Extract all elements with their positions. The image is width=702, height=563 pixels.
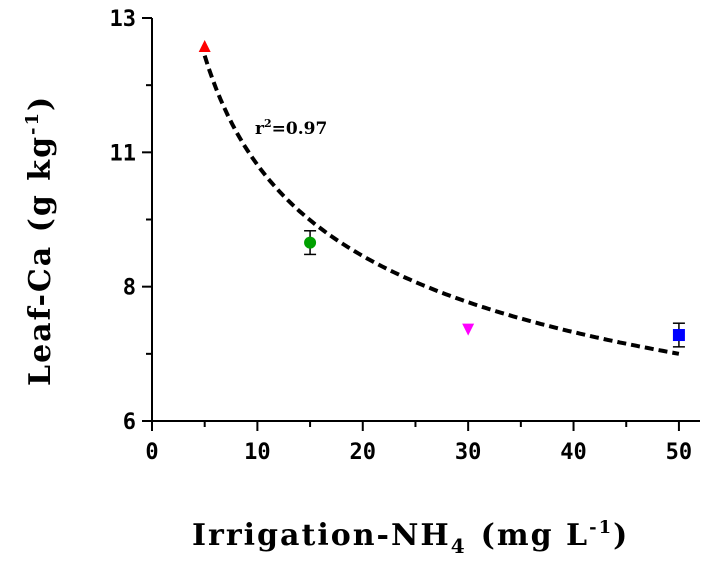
- x-tick-label: 40: [560, 440, 587, 465]
- x-tick-label: 0: [145, 440, 158, 465]
- plot-area: [151, 18, 700, 422]
- y-axis-ticks: 13 11 8 6: [110, 7, 152, 435]
- r-squared-annotation: r2=0.97: [255, 117, 327, 139]
- y-tick-label: 6: [123, 410, 136, 435]
- y-tick-label: 8: [123, 276, 136, 301]
- x-axis-ticks: 0 10 20 30 40 50: [145, 421, 692, 465]
- x-axis-title: Irrigation-NH4 (mg L-1): [192, 517, 629, 558]
- x-tick-label: 30: [455, 440, 482, 465]
- x-tick-label: 10: [244, 440, 271, 465]
- fit-curve: [202, 54, 680, 356]
- data-point: [672, 329, 685, 342]
- data-point: [304, 236, 317, 249]
- data-point: [462, 323, 475, 336]
- x-tick-label: 20: [350, 440, 377, 465]
- x-tick-label: 50: [666, 440, 693, 465]
- y-axis-title: Leaf-Ca (g kg-1): [22, 95, 58, 386]
- y-tick-label: 11: [110, 141, 137, 166]
- y-tick-label: 13: [110, 7, 137, 32]
- data-point: [198, 39, 211, 52]
